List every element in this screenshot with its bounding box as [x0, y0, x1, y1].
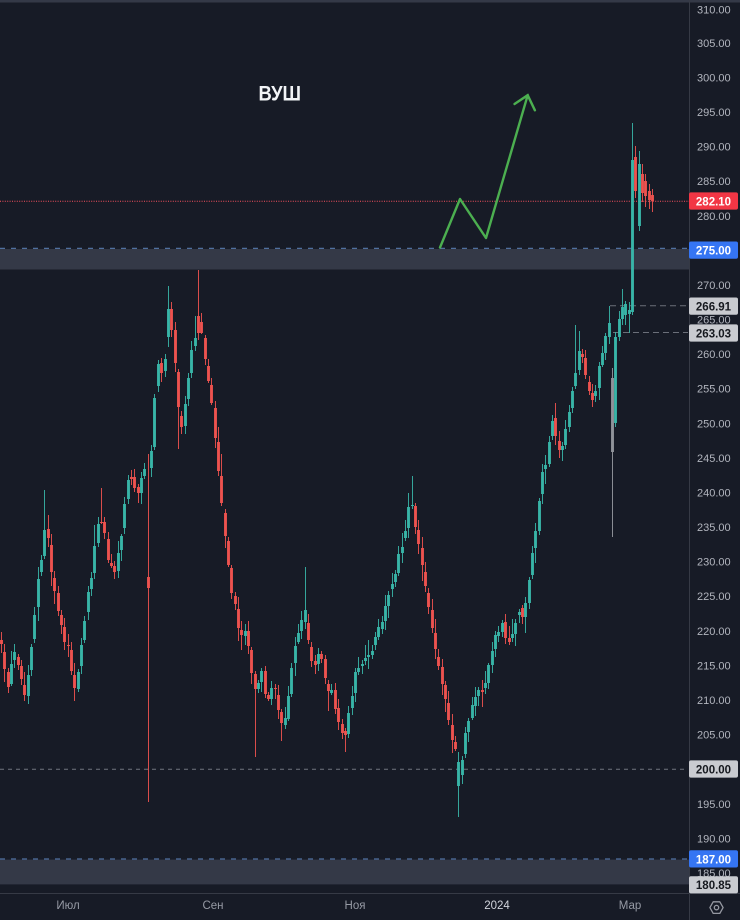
svg-text:Июл: Июл: [56, 900, 79, 912]
svg-text:266.91: 266.91: [696, 302, 732, 314]
svg-text:265.00: 265.00: [697, 315, 731, 327]
svg-text:263.03: 263.03: [696, 328, 731, 340]
svg-text:255.00: 255.00: [697, 384, 731, 396]
svg-text:290.00: 290.00: [697, 142, 731, 154]
svg-text:215.00: 215.00: [697, 660, 731, 672]
svg-text:275.00: 275.00: [696, 246, 731, 258]
svg-text:220.00: 220.00: [697, 626, 731, 638]
svg-text:Сен: Сен: [202, 900, 223, 912]
svg-text:285.00: 285.00: [697, 176, 731, 188]
svg-text:260.00: 260.00: [697, 349, 731, 361]
svg-text:282.10: 282.10: [696, 196, 731, 208]
svg-text:305.00: 305.00: [697, 38, 731, 50]
svg-text:230.00: 230.00: [697, 557, 731, 569]
svg-text:250.00: 250.00: [697, 418, 731, 430]
svg-text:295.00: 295.00: [697, 107, 731, 119]
svg-text:300.00: 300.00: [697, 72, 731, 84]
svg-text:245.00: 245.00: [697, 453, 731, 465]
svg-text:240.00: 240.00: [697, 488, 731, 500]
svg-text:210.00: 210.00: [697, 695, 731, 707]
svg-text:2024: 2024: [484, 900, 510, 912]
svg-text:195.00: 195.00: [697, 799, 731, 811]
svg-text:225.00: 225.00: [697, 591, 731, 603]
svg-text:270.00: 270.00: [697, 280, 731, 292]
svg-text:187.00: 187.00: [696, 854, 731, 866]
svg-text:ВУШ: ВУШ: [259, 82, 302, 106]
svg-text:310.00: 310.00: [697, 5, 731, 17]
svg-text:190.00: 190.00: [697, 833, 731, 845]
svg-text:Ноя: Ноя: [345, 900, 366, 912]
svg-text:280.00: 280.00: [697, 211, 731, 223]
svg-text:205.00: 205.00: [697, 730, 731, 742]
svg-text:Мар: Мар: [619, 900, 642, 912]
svg-text:200.00: 200.00: [696, 764, 731, 776]
svg-text:180.85: 180.85: [696, 880, 732, 892]
svg-text:235.00: 235.00: [697, 522, 731, 534]
